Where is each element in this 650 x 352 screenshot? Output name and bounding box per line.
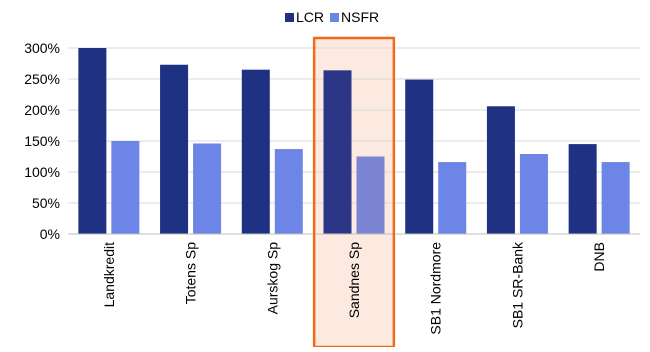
y-tick-label: 200% [24,102,60,118]
bar-nsfr-sandnes-sp [356,156,385,234]
y-tick-label: 150% [24,133,60,149]
legend-label-nsfr: NSFR [341,9,379,25]
y-tick-label: 50% [32,195,60,211]
bar-lcr-dnb [568,144,597,234]
x-category-label: DNB [591,242,607,272]
y-tick-label: 300% [24,40,60,56]
bar-lcr-sb1-nordmore [405,79,434,235]
bar-nsfr-dnb [601,162,630,234]
x-category-label: Sandnes Sp [346,242,362,318]
x-category-label: SB1 SR-Bank [509,241,525,328]
bar-lcr-sandnes-sp [323,70,352,234]
y-tick-label: 0% [40,226,60,242]
legend-swatch-lcr [285,13,294,22]
bar-nsfr-sb1-nordmore [438,162,467,234]
y-tick-label: 100% [24,164,60,180]
x-axis-categories: Landkredit Totens Sp Aurskog Sp Sandnes Sp S… [101,241,607,335]
bars [78,48,630,235]
bar-nsfr-sb1-sr-bank [519,154,548,234]
x-category-label: Landkredit [101,242,117,307]
bar-lcr-totens-sp [160,64,189,235]
bar-nsfr-aurskog-sp [274,149,303,234]
legend: LCR NSFR [285,9,379,25]
x-category-label: SB1 Nordmore [428,242,444,335]
y-tick-label: 250% [24,71,60,87]
bar-lcr-landkredit [78,48,107,234]
x-category-label: Totens Sp [183,242,199,304]
y-axis-ticks: 0% 50% 100% 150% 200% 250% 300% [24,40,60,242]
bar-nsfr-totens-sp [193,143,222,234]
bar-nsfr-landkredit [111,141,140,234]
bar-lcr-aurskog-sp [241,69,270,234]
legend-label-lcr: LCR [296,9,324,25]
bar-lcr-sb1-sr-bank [486,106,515,234]
legend-swatch-nsfr [330,13,340,22]
x-category-label: Aurskog Sp [264,242,280,315]
